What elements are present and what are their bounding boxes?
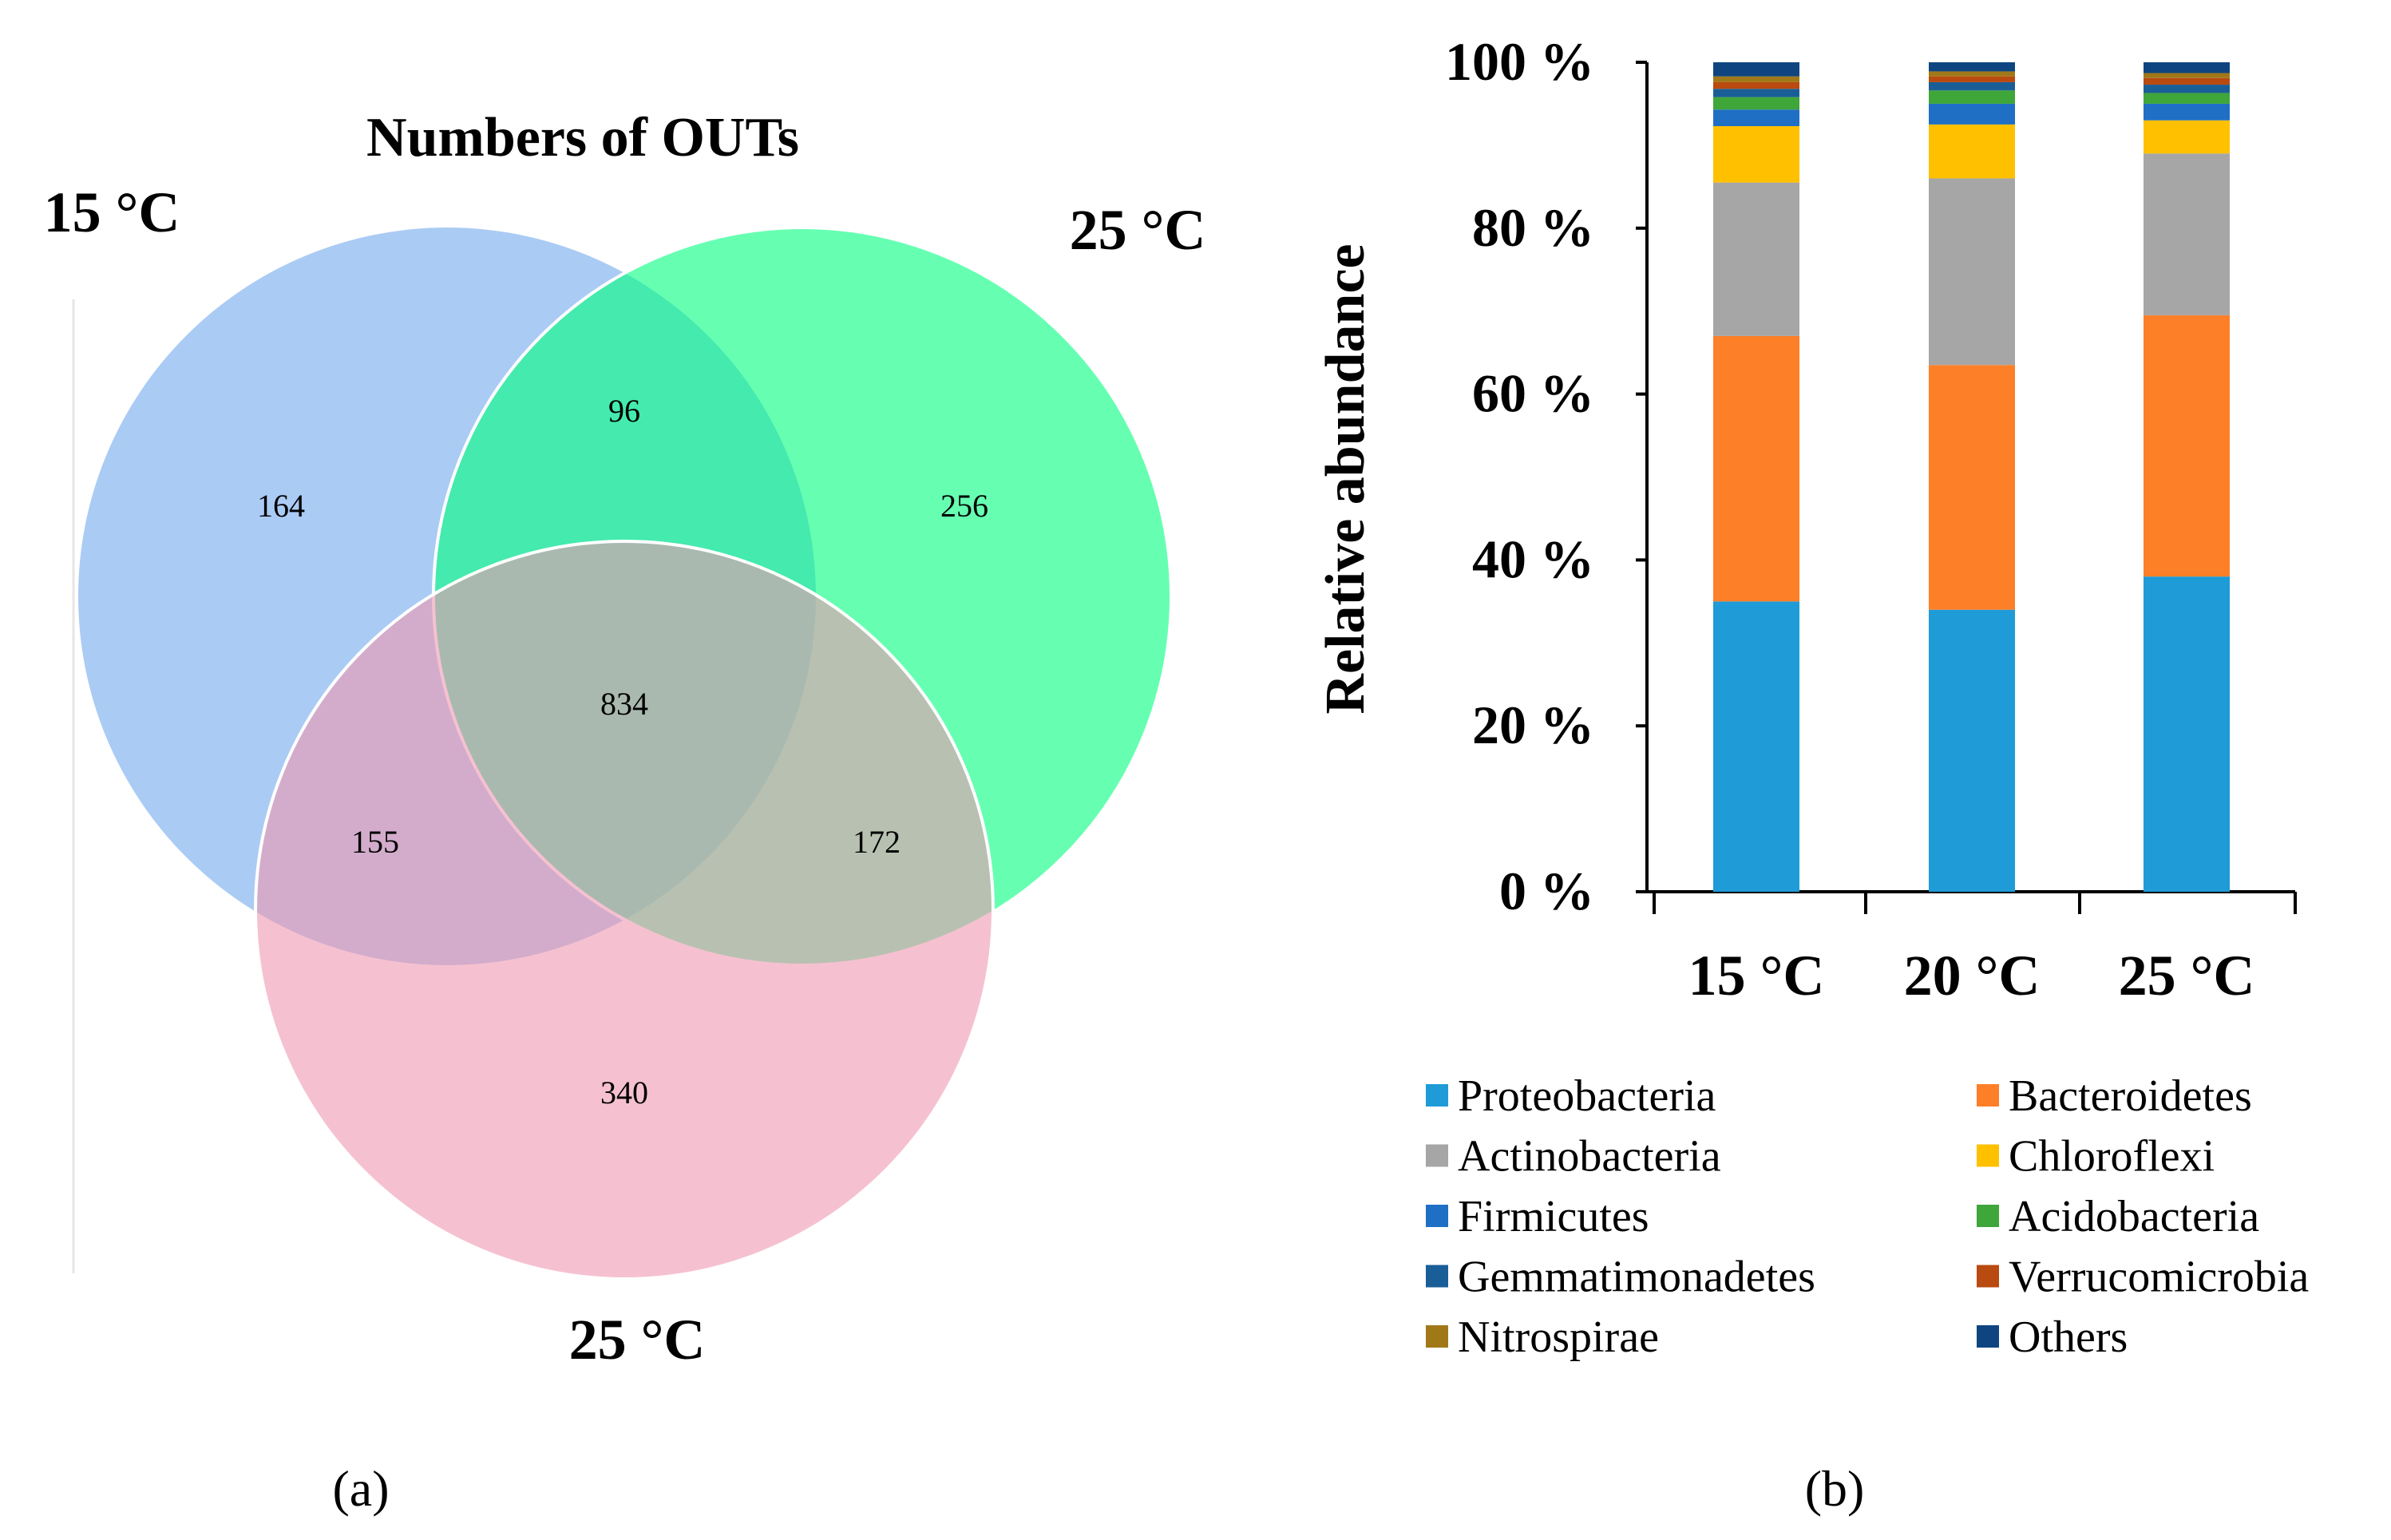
venn-set-label-a: 15 °C [44, 180, 180, 244]
bar-segment [1929, 124, 2015, 179]
venn-region-only-b: 256 [940, 488, 988, 524]
bar-segment [1929, 178, 2015, 366]
legend-swatch [1426, 1325, 1448, 1348]
legend-label: Firmicutes [1458, 1192, 1649, 1241]
legend-swatch [1977, 1144, 1999, 1167]
legend-item: Actinobacteria [1426, 1132, 1721, 1182]
panel-label-b: (b) [1805, 1460, 1865, 1517]
bar-segments [1713, 62, 2230, 892]
bar-segment [2144, 153, 2230, 315]
venn-region-only-a: 164 [257, 488, 305, 524]
x-tick-label: 15 °C [1688, 944, 1825, 1008]
legend-item: Verrucomicrobia [1977, 1253, 2309, 1302]
legend-label: Gemmatimonadetes [1458, 1253, 1815, 1302]
legend-item: Proteobacteria [1426, 1071, 1716, 1121]
bar-segment [2144, 315, 2230, 577]
y-axis-label: Relative abundance [1315, 243, 1376, 714]
venn-region-abc: 834 [600, 686, 648, 722]
legend-label: Actinobacteria [1458, 1132, 1721, 1182]
legend-swatch [1977, 1325, 1999, 1348]
bar-segment [2144, 120, 2230, 154]
bar-segment [1713, 76, 1799, 82]
legend-swatch [1426, 1205, 1448, 1227]
bar-segment [2144, 85, 2230, 93]
x-tick-label: 25 °C [2119, 944, 2255, 1008]
bar-segment [1713, 335, 1799, 602]
legend-label: Others [2009, 1312, 2128, 1362]
venn-region-bc: 172 [853, 824, 901, 860]
legend-swatch [1426, 1144, 1448, 1167]
y-tick-label: 100 % [1445, 31, 1594, 92]
bar-segment [1929, 90, 2015, 104]
bar-segment [1713, 97, 1799, 110]
legend-swatch [1977, 1084, 1999, 1107]
y-tick-label: 0 % [1499, 861, 1594, 921]
bar-segment [1929, 365, 2015, 610]
bar-segment [1713, 81, 1799, 89]
legend-label: Chloroflexi [2009, 1132, 2215, 1182]
bar-segment [1713, 109, 1799, 127]
legend-label: Bacteroidetes [2009, 1071, 2252, 1121]
legend-swatch [1977, 1265, 1999, 1288]
panel-label-a: (a) [332, 1460, 389, 1517]
legend-item: Others [1977, 1312, 2128, 1362]
venn-title: Numbers of OUTs [366, 107, 799, 168]
bar-tick-labels: 0 % 20 % 40 % 60 % 80 % 100 % 15 °C 20 °C 25 °C [1445, 31, 2254, 1008]
bar-segment [2144, 73, 2230, 78]
legend-item: Gemmatimonadetes [1426, 1253, 1815, 1302]
legend-item: Nitrospirae [1426, 1312, 1659, 1362]
bar-segment [1713, 89, 1799, 97]
venn-circle-25c-bottom [254, 540, 995, 1281]
bar-segment [2144, 77, 2230, 85]
bar-segment [1713, 601, 1799, 892]
legend-item: Chloroflexi [1977, 1132, 2215, 1182]
x-tick-label: 20 °C [1904, 944, 2041, 1008]
venn-set-label-c: 25 °C [569, 1308, 706, 1372]
bar-segment [1713, 182, 1799, 336]
legend-swatch [1426, 1265, 1448, 1288]
legend-label: Acidobacteria [2009, 1192, 2259, 1241]
legend-label: Verrucomicrobia [2009, 1253, 2309, 1302]
bar-segment [2144, 93, 2230, 104]
legend: Proteobacteria Bacteroidetes Actinobacteri… [1426, 1071, 2309, 1362]
bar-segment [2144, 103, 2230, 121]
venn-region-ab: 96 [608, 393, 640, 429]
bar-segment [1929, 62, 2015, 72]
y-tick-label: 40 % [1472, 529, 1594, 589]
legend-item: Firmicutes [1426, 1192, 1649, 1241]
y-tick-label: 60 % [1472, 363, 1594, 424]
legend-label: Proteobacteria [1458, 1071, 1716, 1121]
panel-label-a-text: (a) [332, 1460, 389, 1517]
legend-item: Acidobacteria [1977, 1192, 2259, 1241]
venn-region-ac: 155 [351, 824, 399, 860]
bar-segment [1929, 71, 2015, 77]
legend-label: Nitrospirae [1458, 1312, 1659, 1362]
venn-region-only-c: 340 [600, 1075, 648, 1110]
bar-segment [2144, 62, 2230, 73]
legend-item: Bacteroidetes [1977, 1071, 2252, 1121]
legend-swatch [1426, 1084, 1448, 1107]
bar-panel: 0 %20 %40 %60 %80 %100 %15 °C 20 °C 25 °C … [1315, 31, 2309, 1517]
y-tick-label: 20 % [1472, 695, 1594, 755]
bar-segment [2144, 576, 2230, 892]
bar-segment [1929, 609, 2015, 892]
bar-segment [1713, 62, 1799, 77]
bar-segment [1929, 76, 2015, 82]
venn-panel: Numbers of OUTs 15 °C 25 °C 25 °C 164 25… [44, 107, 1206, 1517]
legend-swatch [1977, 1205, 1999, 1227]
venn-set-label-b: 25 °C [1070, 198, 1206, 262]
bar-segment [1929, 103, 2015, 125]
bar-segment [1929, 81, 2015, 91]
bar-segment [1713, 126, 1799, 183]
y-tick-label: 80 % [1472, 197, 1594, 258]
